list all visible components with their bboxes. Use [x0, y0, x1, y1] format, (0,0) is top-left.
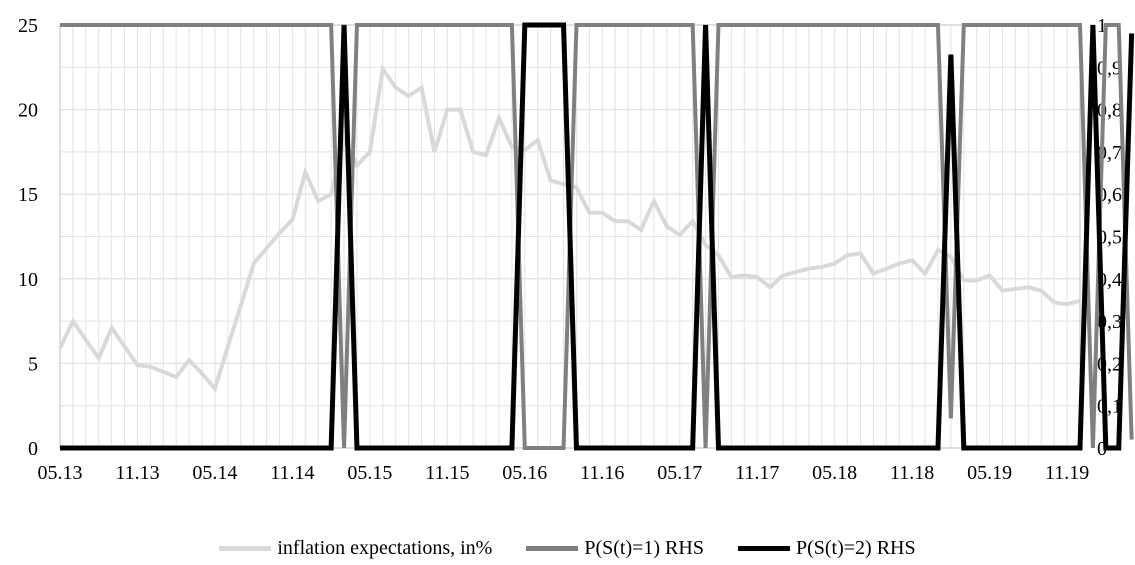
series-lines — [58, 22, 1135, 451]
plot-frame — [59, 24, 1081, 449]
legend-item-p1: P(S(t)=1) RHS — [526, 537, 704, 560]
series-line-p-state-1 — [60, 23, 1134, 450]
legend-label-p2: P(S(t)=2) RHS — [795, 536, 916, 559]
legend: inflation expectations, in% P(S(t)=1) RH… — [0, 533, 1135, 563]
left-tick-label: 25 — [18, 15, 38, 37]
x-tick-label: 11.17 — [735, 462, 779, 484]
left-tick-label: 10 — [18, 269, 38, 291]
left-tick-label: 0 — [28, 438, 38, 460]
x-tick-label: 11.13 — [115, 462, 159, 484]
right-tick-label: 0,6 — [1097, 184, 1122, 206]
x-tick-label: 11.15 — [425, 462, 469, 484]
x-axis-ticks: 05.13 11.13 05.14 11.14 05.15 11.15 05.16 11.16… — [38, 462, 1090, 484]
legend-swatch-p2 — [737, 545, 790, 551]
right-tick-label: 0,8 — [1097, 100, 1122, 122]
x-tick-label: 05.15 — [347, 462, 392, 484]
legend-label-inflation: inflation expectations, in% — [277, 536, 493, 559]
x-tick-label: 11.14 — [270, 462, 314, 484]
left-tick-label: 20 — [18, 100, 38, 122]
legend-swatch-p1 — [526, 545, 579, 551]
x-tick-label: 05.19 — [967, 462, 1012, 484]
legend-swatch-inflation — [219, 545, 272, 551]
x-tick-label: 05.13 — [38, 462, 83, 484]
series-line-p-state-2 — [60, 22, 1135, 451]
left-axis-ticks: 0 5 10 15 20 25 — [18, 15, 38, 460]
left-tick-label: 5 — [28, 353, 38, 375]
x-tick-label: 05.16 — [502, 462, 547, 484]
legend-item-inflation: inflation expectations, in% — [219, 537, 492, 560]
right-tick-label: 0,5 — [1097, 227, 1122, 249]
x-tick-label: 11.16 — [580, 462, 624, 484]
left-tick-label: 15 — [18, 184, 38, 206]
x-tick-label: 11.18 — [890, 462, 934, 484]
right-tick-label: 0 — [1097, 438, 1107, 460]
right-tick-label: 1 — [1097, 15, 1107, 37]
x-tick-label: 11.19 — [1045, 462, 1089, 484]
x-tick-label: 05.18 — [812, 462, 857, 484]
x-tick-label: 05.17 — [657, 462, 702, 484]
legend-item-p2: P(S(t)=2) RHS — [737, 536, 916, 560]
legend-label-p1: P(S(t)=1) RHS — [584, 536, 704, 559]
x-tick-label: 05.14 — [192, 462, 237, 484]
